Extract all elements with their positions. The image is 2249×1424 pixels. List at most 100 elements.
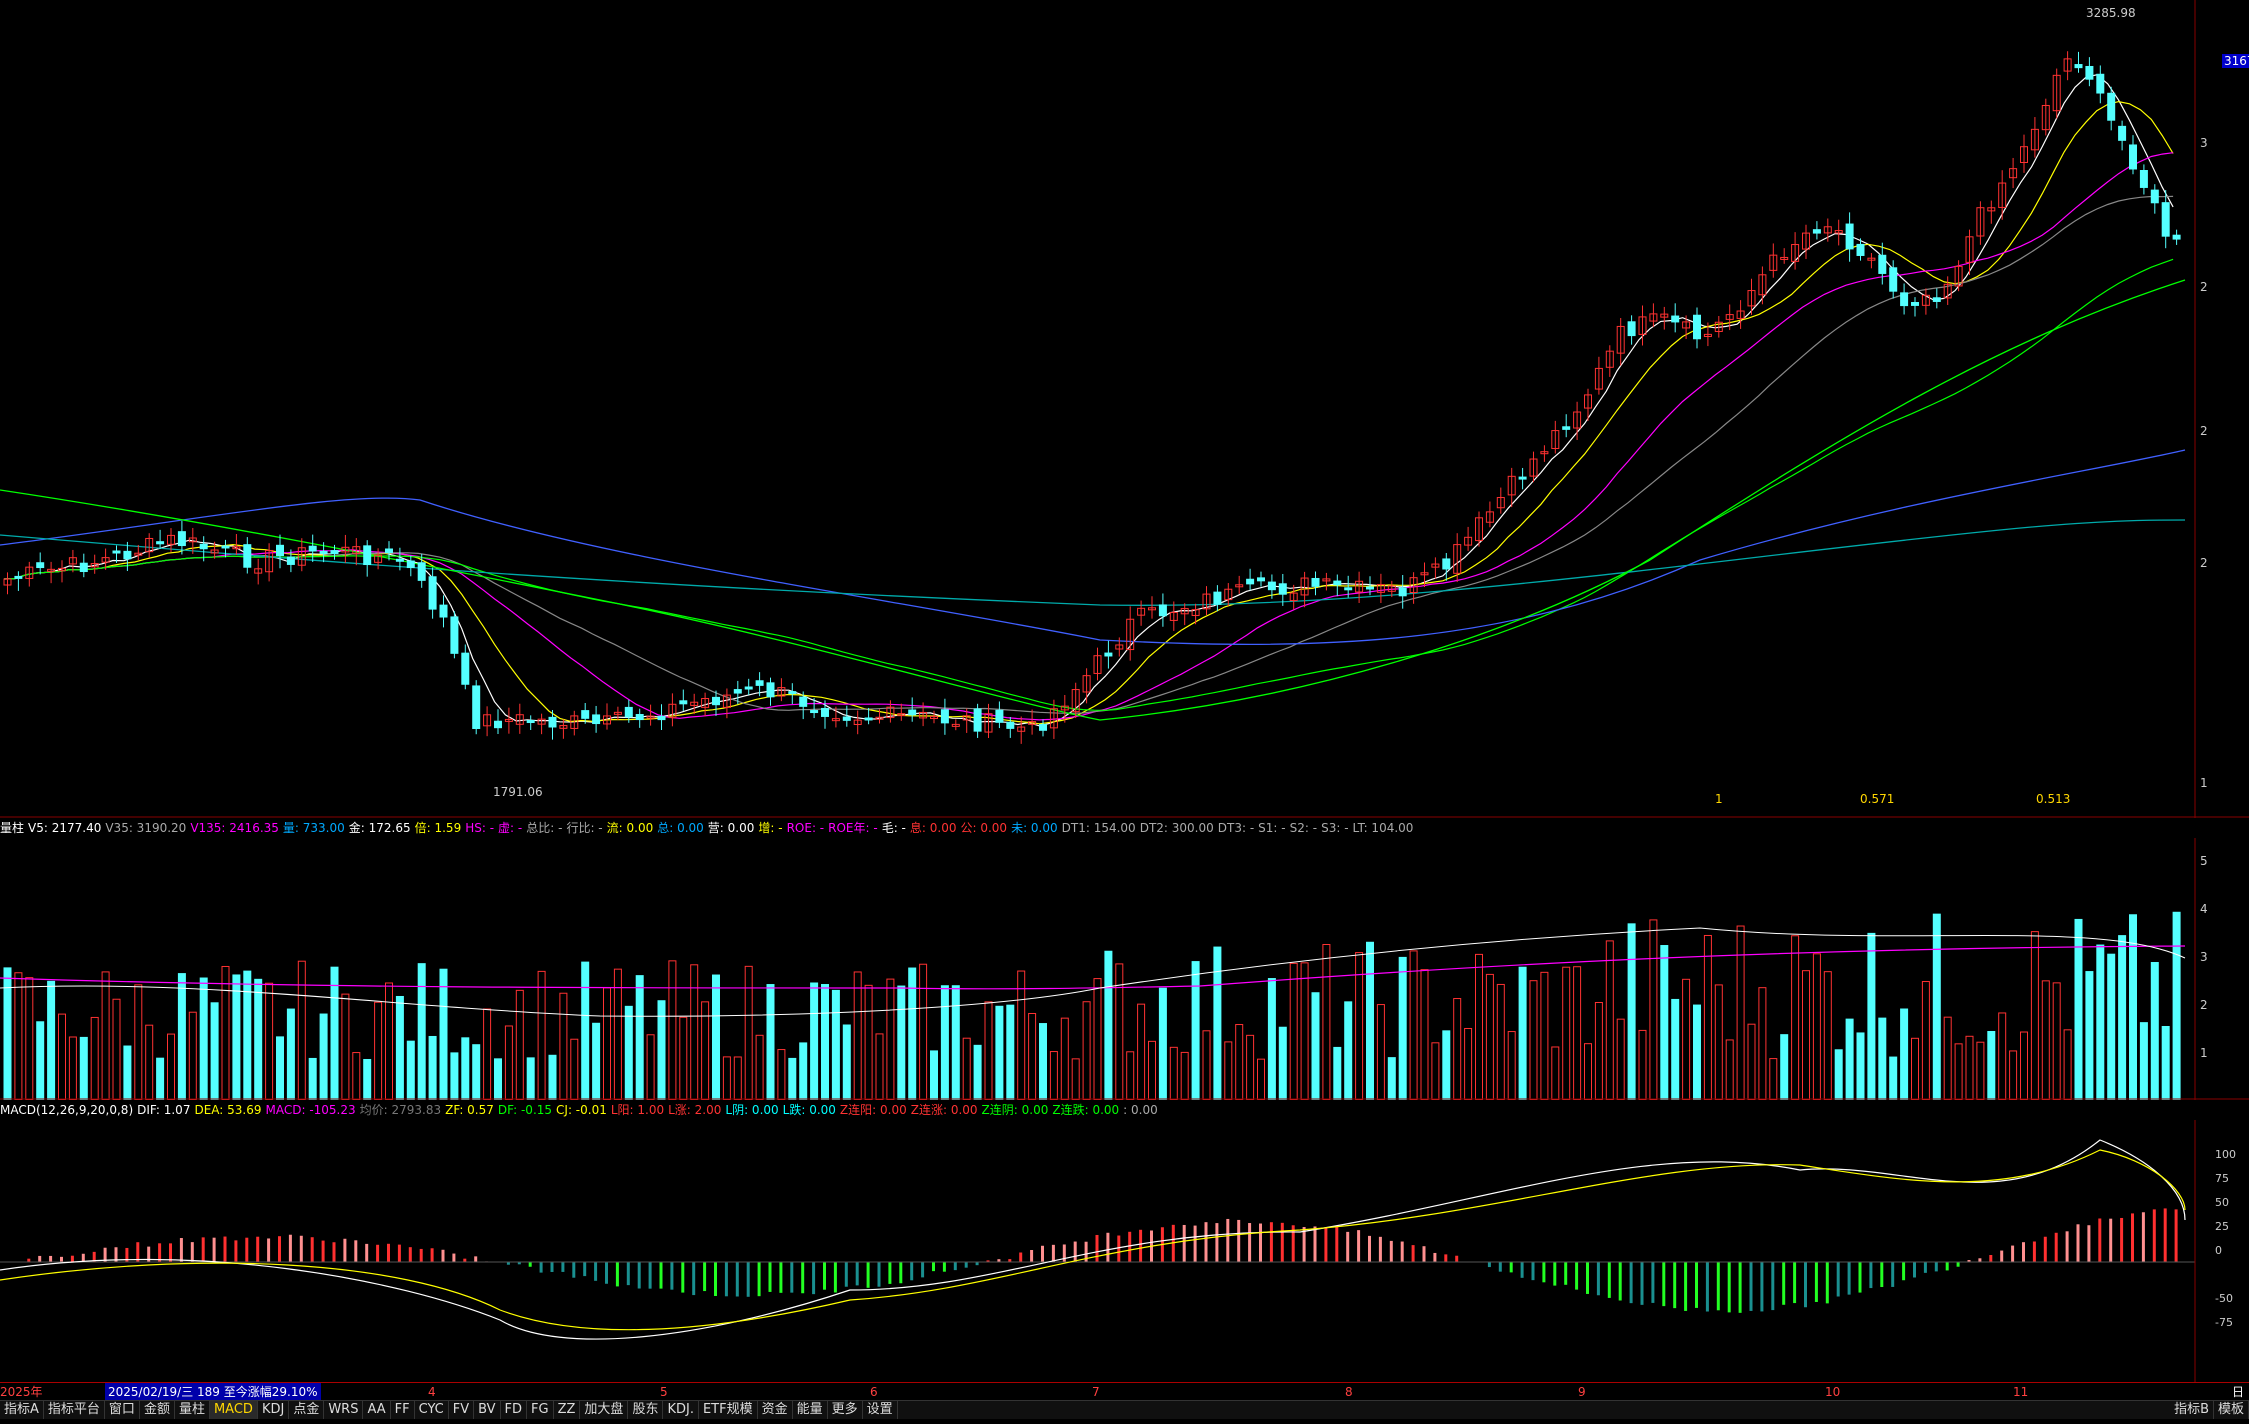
tab-22[interactable]: 能量: [793, 1401, 828, 1419]
candle-body: [930, 716, 938, 720]
volume-panel[interactable]: 5 4 3 2 1: [0, 838, 2249, 1101]
tab-20[interactable]: ETF规模: [699, 1401, 758, 1419]
right-tab-0[interactable]: 指标B: [2170, 1401, 2214, 1419]
ma120-line: [0, 449, 2186, 646]
tab-10[interactable]: FF: [391, 1401, 415, 1419]
tab-7[interactable]: 点金: [289, 1401, 325, 1419]
volume-bar: [1616, 1018, 1625, 1101]
volume-bar: [461, 1037, 470, 1101]
tab-15[interactable]: FG: [527, 1401, 554, 1419]
volume-bar: [984, 1001, 993, 1101]
candle-body: [221, 545, 230, 549]
tab-0[interactable]: 指标A: [0, 1401, 44, 1419]
volume-bar: [581, 961, 590, 1101]
macd-axis-tick: 75: [2215, 1172, 2229, 1185]
macd-panel[interactable]: 100 75 50 25 0 -50 -75: [0, 1120, 2249, 1382]
volume-bar: [712, 974, 720, 1101]
tab-21[interactable]: 资金: [758, 1401, 793, 1419]
tab-8[interactable]: WRS: [324, 1401, 364, 1419]
volume-bar: [123, 1045, 132, 1101]
candlestick-chart[interactable]: [0, 0, 2249, 818]
volume-header-item: S3: -: [1321, 821, 1349, 835]
tab-19[interactable]: KDJ.: [663, 1401, 699, 1419]
candle-body: [363, 545, 372, 566]
volume-bar: [188, 1011, 197, 1101]
tab-17[interactable]: 加大盘: [580, 1401, 629, 1419]
volume-bar: [777, 1049, 786, 1101]
tab-1[interactable]: 指标平台: [44, 1401, 105, 1419]
candle-body: [1093, 655, 1102, 674]
volume-bar: [1856, 1032, 1865, 1101]
candle-body: [2085, 65, 2094, 80]
volume-header-item: 金: 172.65: [348, 821, 411, 835]
volume-bar: [919, 963, 928, 1101]
high-price-label: 3285.98: [2086, 6, 2136, 20]
volume-bar: [1954, 1043, 1963, 1101]
volume-bar: [68, 1036, 77, 1101]
volume-chart[interactable]: [0, 838, 2249, 1101]
volume-bar: [2107, 953, 2116, 1101]
volume-bar: [995, 1005, 1004, 1101]
volume-bar: [25, 977, 34, 1101]
tab-3[interactable]: 金额: [140, 1401, 175, 1419]
candle-body: [1693, 314, 1701, 340]
macd-header-item: L阳: 1.00: [610, 1103, 665, 1117]
macd-axis-tick: -75: [2215, 1316, 2233, 1329]
candle-body: [1398, 587, 1407, 597]
candle-body: [2161, 202, 2170, 237]
tab-12[interactable]: FV: [449, 1401, 475, 1419]
volume-bar: [1584, 1043, 1592, 1101]
tab-23[interactable]: 更多: [828, 1401, 863, 1419]
tab-2[interactable]: 窗口: [105, 1401, 140, 1419]
vol-ma5: [0, 927, 2186, 1017]
vol-ma135: [0, 945, 2186, 990]
candle-body: [504, 718, 513, 722]
tab-16[interactable]: ZZ: [554, 1401, 581, 1419]
dea-line: [0, 1149, 2186, 1331]
tab-13[interactable]: BV: [474, 1401, 501, 1419]
tab-24[interactable]: 设置: [863, 1401, 898, 1419]
volume-bar: [254, 978, 263, 1101]
tab-4[interactable]: 量柱: [175, 1401, 210, 1419]
candle-body: [1943, 283, 1952, 299]
macd-axis-tick: 100: [2215, 1148, 2236, 1161]
right-tab-1[interactable]: 模板: [2214, 1401, 2249, 1419]
tab-11[interactable]: CYC: [415, 1401, 449, 1419]
candle-body: [2107, 92, 2116, 121]
volume-bar: [1518, 966, 1527, 1101]
tab-18[interactable]: 股东: [628, 1401, 664, 1419]
volume-bar: [2118, 935, 2127, 1101]
volume-bar: [1180, 1051, 1189, 1101]
candle-body: [2118, 125, 2127, 141]
volume-bar: [297, 960, 306, 1101]
period-label[interactable]: 日: [2232, 1385, 2245, 1399]
candle-body: [25, 566, 34, 579]
candle-body: [2139, 170, 2148, 188]
volume-bar: [1148, 1040, 1156, 1101]
tab-5[interactable]: MACD: [209, 1401, 258, 1419]
candle-body: [1649, 313, 1658, 322]
volume-bar: [319, 1013, 328, 1101]
volume-bar: [79, 1036, 88, 1101]
price-axis-tick: 1: [2200, 776, 2208, 790]
candle-body: [1082, 675, 1091, 693]
candle-body: [646, 715, 655, 719]
candle-body: [1965, 236, 1974, 263]
tab-9[interactable]: AA: [363, 1401, 391, 1419]
volume-bar: [406, 1040, 415, 1101]
macd-header: MACD(12,26,9,20,0,8) DIF: 1.07 DEA: 53.69 M…: [0, 1100, 2240, 1120]
candle-body: [1158, 604, 1167, 617]
tab-6[interactable]: KDJ: [258, 1401, 290, 1419]
candle-body: [1311, 577, 1320, 587]
candle-body: [2020, 146, 2028, 163]
price-chart-panel[interactable]: 3285.98 1791.06 3167 1 0.571 0.513 3 2 2…: [0, 0, 2249, 818]
tab-14[interactable]: FD: [501, 1401, 528, 1419]
volume-bar: [417, 963, 426, 1101]
macd-chart[interactable]: [0, 1120, 2249, 1382]
volume-bar: [1649, 919, 1658, 1101]
volume-bar: [156, 1057, 165, 1101]
macd-header-item: CJ: -0.01: [556, 1103, 607, 1117]
candle-body: [657, 715, 666, 721]
volume-bar: [635, 975, 644, 1101]
candle-body: [1202, 593, 1211, 610]
